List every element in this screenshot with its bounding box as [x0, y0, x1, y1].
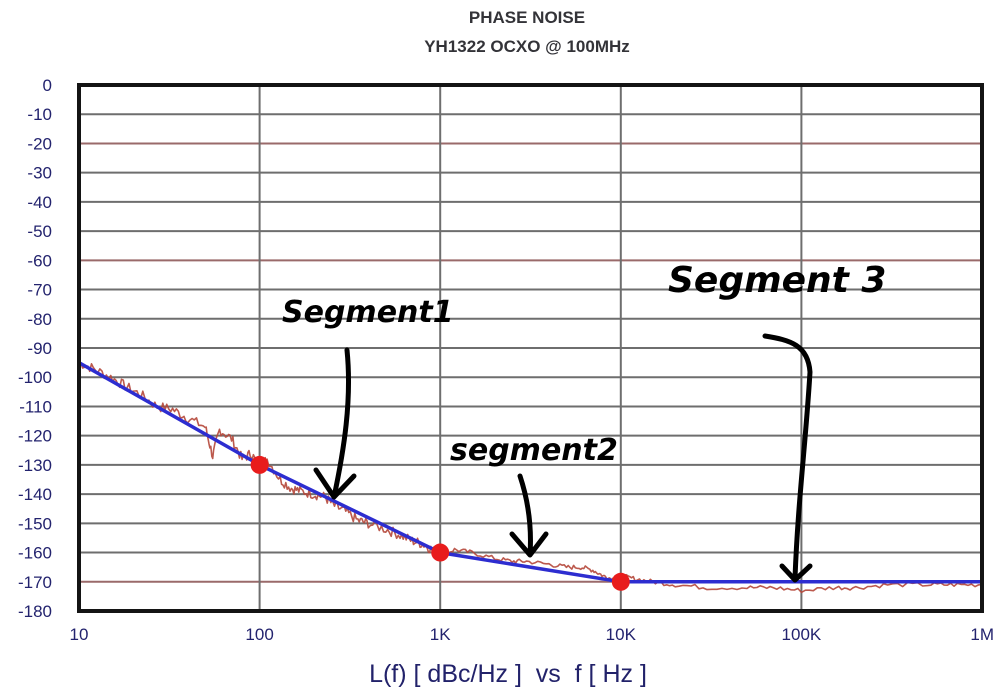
x-axis-ticks: 10 100 1K 10K 100K 1M — [70, 625, 994, 644]
y-tick-label: -160 — [18, 544, 52, 563]
measured-noise-line — [79, 361, 981, 594]
y-axis-ticks: 0 -10 -20 -30 -40 -50 -60 -70 -80 -90 -100 -110 -120… — [18, 76, 52, 621]
y-tick-label: -100 — [18, 368, 52, 387]
x-tick-label: 1M — [970, 625, 994, 644]
y-tick-label: -130 — [18, 456, 52, 475]
y-tick-label: -110 — [19, 397, 52, 416]
y-tick-label: -150 — [18, 514, 52, 533]
y-tick-label: -20 — [27, 134, 52, 153]
annotation-label: Segment 3 — [668, 260, 886, 301]
breakpoint-marker — [250, 455, 269, 474]
points-layer — [250, 455, 630, 591]
x-tick-label: 100 — [245, 625, 273, 644]
breakpoint-marker — [611, 572, 630, 591]
annotation-arrow — [509, 473, 549, 558]
annotation-label: Segment1 — [282, 295, 454, 330]
x-tick-label: 10 — [70, 625, 89, 644]
y-tick-label: -50 — [27, 222, 52, 241]
y-tick-label: -170 — [18, 573, 52, 592]
plot-frame — [77, 83, 984, 613]
annotation-arrow — [313, 347, 357, 500]
x-tick-label: 10K — [606, 625, 637, 644]
annotation-label: segment2 — [450, 433, 618, 468]
y-tick-label: -70 — [27, 281, 52, 300]
y-tick-label: -30 — [27, 164, 52, 183]
y-tick-label: -10 — [27, 105, 52, 124]
y-tick-label: -140 — [18, 485, 52, 504]
y-tick-label: -180 — [18, 602, 52, 621]
x-tick-label: 1K — [430, 625, 451, 644]
y-tick-label: -120 — [18, 427, 52, 446]
y-tick-label: -60 — [27, 251, 52, 270]
y-tick-label: -40 — [27, 193, 52, 212]
series-layer — [78, 361, 981, 594]
breakpoint-marker — [431, 543, 450, 562]
x-axis-label: L(f) [ dBc/Hz ] vs f [ Hz ] — [369, 660, 647, 688]
x-tick-label: 100K — [782, 625, 822, 644]
annotation-arrow — [762, 333, 813, 583]
y-tick-label: -90 — [27, 339, 52, 358]
chart-subtitle: YH1322 OCXO @ 100MHz — [424, 37, 630, 56]
annotations-layer: Segment1 segment2 Segment 3 — [282, 260, 886, 583]
chart-title: PHASE NOISE — [469, 8, 585, 27]
y-tick-label: 0 — [43, 76, 52, 95]
y-tick-label: -80 — [27, 310, 52, 329]
